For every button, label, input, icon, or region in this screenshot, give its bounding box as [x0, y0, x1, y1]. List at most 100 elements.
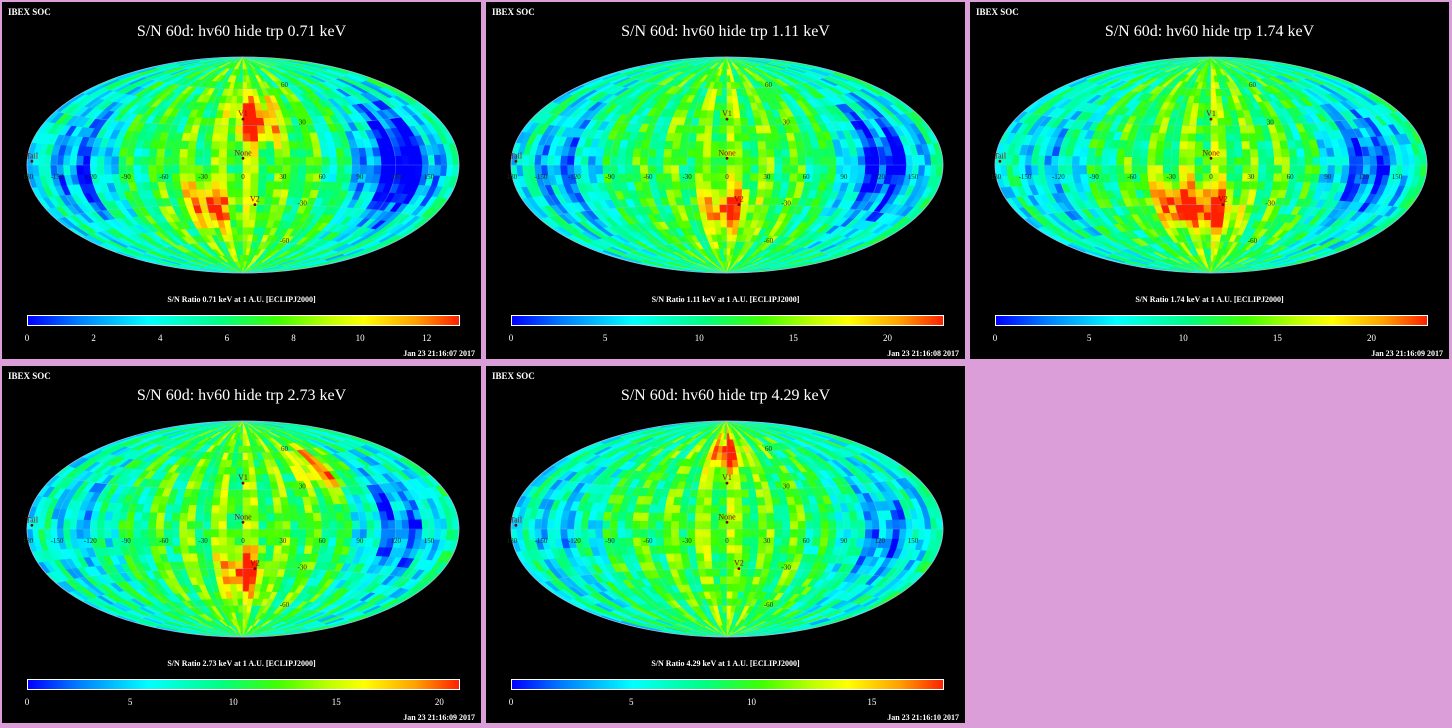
longitude-label: 150	[908, 173, 919, 181]
heatmap-cell	[155, 156, 165, 166]
heatmap-cell	[713, 109, 721, 119]
colorbar-tick: 10	[355, 333, 365, 343]
heatmap-cell	[540, 154, 549, 166]
heatmap-cell	[719, 125, 728, 134]
heatmap-cell	[640, 148, 650, 157]
heatmap-cell	[1197, 219, 1206, 228]
heatmap-cell	[671, 140, 682, 150]
map-outline	[26, 56, 460, 274]
heatmap-cell	[1210, 125, 1219, 134]
heatmap-cell	[686, 156, 696, 166]
marker-v2: V2	[250, 195, 260, 207]
heatmap-cell	[312, 148, 323, 158]
heatmap-cell	[451, 164, 459, 177]
heatmap-cell	[1226, 156, 1236, 166]
heatmap-cell	[250, 180, 260, 190]
heatmap-cell	[234, 188, 244, 198]
heatmap-cell	[733, 204, 742, 213]
heatmap-cell	[1355, 155, 1365, 166]
heatmap-cell	[227, 188, 236, 198]
heatmap-cell	[163, 148, 174, 158]
heatmap-cell	[750, 148, 760, 158]
heatmap-cell	[678, 156, 688, 166]
heatmap-cell	[1064, 155, 1074, 166]
heatmap-cell	[1179, 140, 1189, 150]
heatmap-cell	[234, 164, 244, 174]
heatmap-cell	[804, 148, 814, 157]
heatmap-cell	[686, 164, 696, 174]
heatmap-cell	[719, 211, 728, 221]
heatmap-cell	[1273, 156, 1283, 166]
heatmap-cell	[1273, 148, 1283, 158]
heatmap-cell	[655, 156, 665, 166]
heatmap-cell	[734, 148, 744, 158]
heatmap-cell	[1249, 140, 1259, 150]
heatmap-cell	[781, 148, 791, 158]
heatmap-cell	[313, 156, 323, 166]
heatmap-cell	[235, 196, 244, 205]
heatmap-cell	[290, 156, 300, 166]
heatmap-cell	[171, 148, 181, 158]
heatmap-cell	[710, 156, 720, 166]
heatmap-cell	[1202, 164, 1212, 174]
heatmap-cell	[706, 212, 715, 221]
heatmap-cell	[720, 219, 728, 228]
heatmap-cell	[772, 180, 783, 190]
latitude-label: -60	[280, 237, 290, 245]
longitude-label: 30	[763, 173, 771, 181]
heatmap-cell	[1250, 156, 1260, 166]
heatmap-cell	[742, 148, 752, 158]
latitude-label: -60	[764, 237, 774, 245]
heatmap-cell	[694, 172, 704, 182]
longitude-label: -120	[84, 173, 97, 181]
heatmap-cell	[655, 172, 665, 182]
heatmap-cell	[750, 164, 760, 174]
colorbar-label: S/N Ratio 0.71 keV at 1 A.U. [ECLIPJ2000…	[167, 295, 316, 304]
heatmap-cell	[226, 156, 236, 166]
heatmap-cell	[69, 164, 78, 176]
heatmap-cell	[749, 180, 759, 190]
heatmap-cell	[220, 196, 230, 205]
heatmap-cell	[702, 156, 712, 166]
heatmap-cell	[1179, 188, 1189, 198]
heatmap-cell	[274, 148, 284, 158]
heatmap-cell	[140, 156, 150, 166]
heatmap-cell	[1202, 180, 1212, 190]
heatmap-cell	[1148, 140, 1158, 150]
heatmap-cell	[721, 233, 728, 242]
heatmap-cell	[1319, 155, 1329, 166]
colorbar-tick: 20	[883, 333, 893, 343]
heatmap-cell	[1071, 164, 1081, 175]
heatmap-cell	[750, 172, 760, 182]
heatmap-cell	[249, 109, 257, 119]
heatmap-cell	[274, 164, 284, 174]
heatmap-cell	[639, 156, 649, 166]
heatmap-cell	[1206, 241, 1212, 249]
heatmap-cell	[711, 132, 720, 142]
heatmap-cell	[1210, 219, 1218, 228]
heatmap-cell	[238, 241, 244, 249]
heatmap-cell	[103, 164, 113, 175]
heatmap-cell	[758, 148, 768, 158]
heatmap-cell	[221, 117, 230, 126]
marker-tail: Tail	[26, 151, 39, 163]
heatmap-cell	[766, 164, 776, 174]
heatmap-cell	[148, 164, 157, 174]
heatmap-cell	[229, 102, 238, 111]
heatmap-cell	[219, 140, 228, 150]
heatmap-cell	[118, 156, 127, 166]
heatmap-cell	[1304, 164, 1314, 174]
heatmap-cell	[133, 156, 142, 166]
heatmap-cell	[1179, 132, 1189, 142]
heatmap-cell	[1289, 156, 1299, 166]
heatmap-cell	[1186, 172, 1196, 182]
heatmap-cell	[742, 140, 751, 150]
heatmap-cell	[258, 156, 268, 166]
heatmap-cell	[1334, 155, 1343, 166]
heatmap-cell	[1297, 164, 1306, 174]
heatmap-cell	[781, 172, 791, 182]
heatmap-cell	[679, 148, 689, 158]
heatmap-cell	[156, 148, 166, 157]
heatmap-cell	[718, 132, 728, 142]
